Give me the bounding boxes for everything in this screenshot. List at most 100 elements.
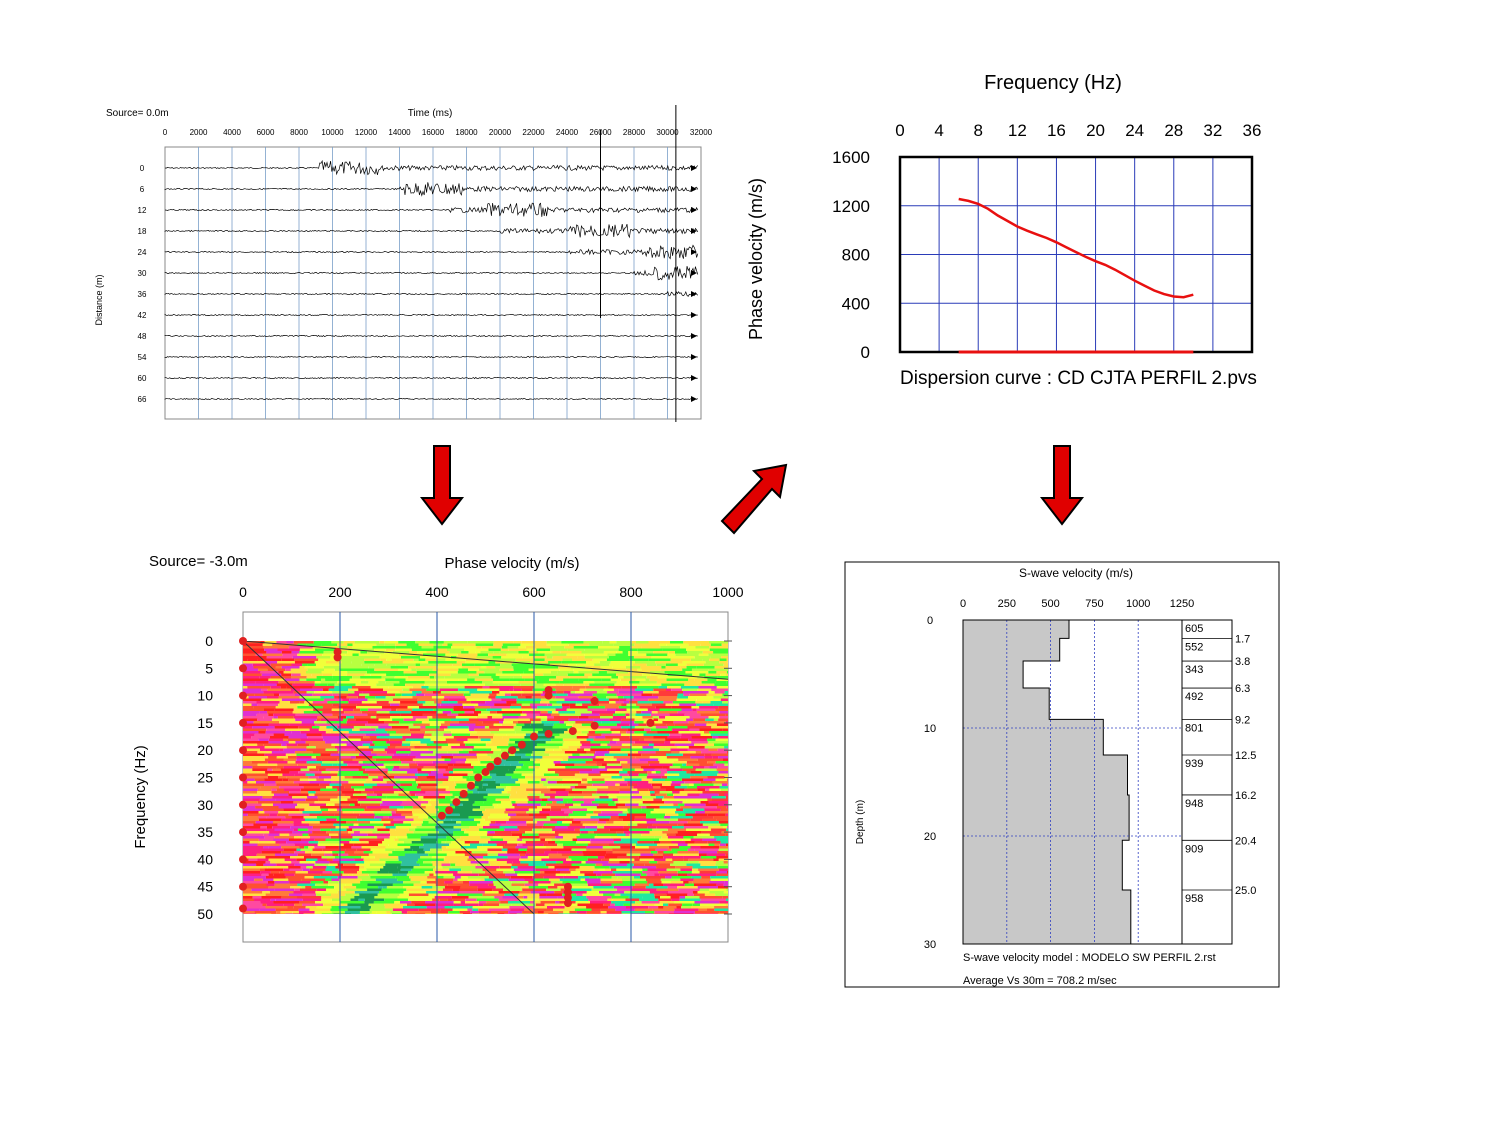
dispersion-image-cell [622, 818, 635, 822]
seismogram-x-tick-label: 16000 [422, 128, 445, 137]
dispersion-image-cell [513, 726, 522, 729]
dispersion-image-cell [530, 901, 535, 904]
dispersion-image-cell [500, 663, 512, 667]
dispersion-image-cell [353, 726, 371, 729]
dispersion-image-cell [725, 843, 728, 847]
dispersion-image-cell [639, 858, 655, 862]
dispersion-image-cell [305, 773, 315, 777]
dispersion-image-cell [301, 886, 306, 889]
dispersion-image-cell [331, 878, 339, 882]
dispersion-image-cell [686, 763, 700, 767]
dispersion-image-y-tick-label: 30 [197, 797, 213, 813]
dispersion-image-cell [279, 748, 284, 752]
dispersion-image-cell [364, 788, 387, 792]
dispersion-image-cell [716, 856, 728, 859]
dispersion-image-cell [273, 873, 285, 877]
dispersion-image-cell [591, 711, 616, 714]
dispersion-image-cell [482, 783, 488, 787]
dispersion-image-cell [533, 881, 551, 884]
dispersion-image-cell [574, 776, 592, 779]
dispersion-image-cell [272, 821, 294, 824]
dispersion-image-cell [718, 756, 728, 759]
dispersion-image-cell [316, 756, 340, 759]
dispersion-image-cell [687, 873, 712, 877]
dispersion-image-cell [412, 783, 418, 787]
dispersion-image-cell [359, 728, 376, 732]
dispersion-image-cell [658, 686, 667, 689]
dispersion-image-cell [382, 661, 404, 664]
dispersion-image-cell [330, 753, 340, 757]
dispersion-image-cell [643, 691, 659, 694]
dispersion-image-cell [513, 686, 534, 689]
dispersion-image-cell [709, 648, 728, 652]
dispersion-image-cell [452, 908, 468, 912]
dispersion-image-pick [530, 732, 538, 741]
dispersion-image-cell [641, 833, 667, 837]
dispersion-image-cell [393, 766, 400, 769]
dispersion-image-cell [547, 716, 554, 719]
dispersion-image-cell [566, 653, 585, 657]
dispersion-image-cell [472, 808, 486, 812]
dispersion-image-cell [305, 818, 327, 822]
dispersion-image-cell [292, 711, 304, 714]
dispersion-image-cell [378, 843, 389, 847]
dispersion-image-cell [617, 856, 639, 859]
dispersion-image-cell [243, 653, 256, 657]
dispersion-image-cell [421, 768, 434, 772]
dispersion-image-cell [528, 651, 538, 654]
dispersion-image-cell [612, 871, 633, 874]
dispersion-image-cell [630, 913, 654, 914]
dispersion-image-cell [352, 828, 378, 832]
dispersion-image-cell [412, 806, 426, 809]
dispersion-image-cell [718, 913, 728, 914]
dispersion-image-cell [348, 873, 353, 877]
dispersion-image-cell [617, 876, 634, 879]
dispersion-image-cell [450, 758, 467, 762]
dispersion-image-cell [666, 768, 683, 772]
dispersion-image-cell [416, 668, 433, 672]
dispersion-image-cell [389, 711, 412, 714]
dispersion-image-cell [435, 766, 449, 769]
dispersion-image-cell [606, 708, 616, 712]
dispersion-image-cell [306, 678, 321, 682]
dispersion-image-cell [438, 831, 454, 834]
dispersion-image-cell [472, 908, 479, 912]
dispersion-image-cell [464, 648, 471, 652]
dispersion-image-cell [379, 891, 404, 894]
dispersion-image-cell [243, 646, 264, 649]
seismogram-x-tick-label: 10000 [321, 128, 344, 137]
dispersion-image-cell [526, 821, 538, 824]
dispersion-image-cell [272, 826, 291, 829]
dispersion-image-cell [701, 751, 727, 754]
dispersion-image-cell [437, 671, 458, 674]
dispersion-image-cell [719, 846, 728, 849]
dispersion-image-cell [294, 658, 319, 662]
dispersion-image-cell [655, 848, 668, 852]
dispersion-image-cell [347, 693, 360, 697]
dispersion-image-cell [592, 768, 608, 772]
dispersion-image-cell [449, 771, 454, 774]
dispersion-image-cell [266, 828, 275, 832]
dispersion-image-cell [487, 716, 493, 719]
dispersion-image-cell [683, 691, 709, 694]
dispersion-image-cell [455, 863, 477, 867]
dispersion-image-cell [630, 903, 655, 907]
dispersion-image-cell [692, 868, 699, 872]
dispersion-image-cell [247, 658, 258, 662]
dispersion-image-cell [574, 773, 589, 777]
dispersion-image-cell [615, 908, 635, 912]
dispersion-image-cell [508, 813, 517, 817]
dispersion-image-cell [258, 841, 276, 844]
dispersion-image-cell [254, 733, 274, 737]
dispersion-image-pick [481, 768, 490, 777]
dispersion-image-cell [341, 783, 364, 787]
dispersion-image-cell [610, 678, 621, 682]
dispersion-image-cell [679, 846, 691, 849]
dispersion-image-cell [400, 783, 413, 787]
dispersion-image-cell [646, 653, 653, 657]
dispersion-image-cell [547, 768, 570, 772]
dispersion-image-cell [705, 718, 714, 722]
dispersion-image-cell [655, 796, 664, 799]
dispersion-image-cell [363, 858, 371, 862]
dispersion-image-cell [267, 668, 286, 672]
